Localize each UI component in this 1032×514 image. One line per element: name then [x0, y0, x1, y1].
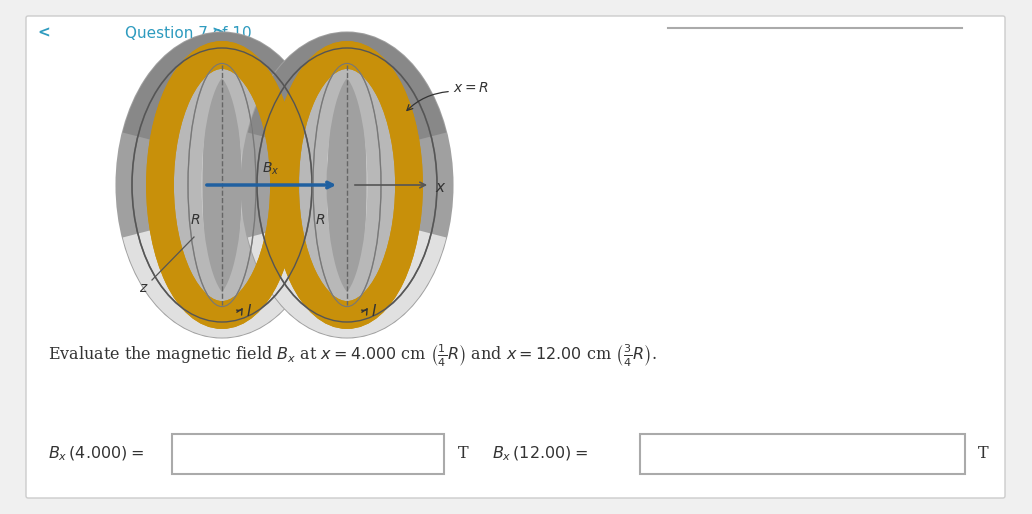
Text: >: > — [212, 26, 224, 41]
Text: Evaluate the magnetic field $B_x$ at $x = 4.000$ cm $\left(\frac{1}{4}R\right)$ : Evaluate the magnetic field $B_x$ at $x … — [49, 342, 656, 368]
Text: $B_x\,(12.00) =$: $B_x\,(12.00) =$ — [492, 445, 588, 463]
Text: $I$: $I$ — [246, 303, 252, 319]
Text: T: T — [978, 446, 989, 463]
Text: $B_x$: $B_x$ — [262, 161, 280, 177]
Text: Question 7 of 10: Question 7 of 10 — [125, 26, 252, 41]
Text: $R$: $R$ — [190, 213, 200, 227]
FancyBboxPatch shape — [640, 434, 965, 474]
FancyBboxPatch shape — [26, 16, 1005, 498]
Text: $I$: $I$ — [370, 303, 377, 319]
FancyBboxPatch shape — [172, 434, 444, 474]
Text: T: T — [458, 446, 469, 463]
Ellipse shape — [313, 63, 381, 306]
Ellipse shape — [257, 48, 437, 322]
Text: $z$: $z$ — [139, 281, 149, 295]
Ellipse shape — [132, 48, 312, 322]
Text: <: < — [37, 26, 51, 41]
Ellipse shape — [327, 62, 366, 308]
Ellipse shape — [202, 62, 241, 308]
Text: $R$: $R$ — [315, 213, 325, 227]
Text: $x$: $x$ — [436, 180, 447, 195]
Ellipse shape — [188, 63, 256, 306]
Text: $B_x\,(4.000) =$: $B_x\,(4.000) =$ — [49, 445, 143, 463]
Text: $x = R$: $x = R$ — [453, 81, 489, 95]
